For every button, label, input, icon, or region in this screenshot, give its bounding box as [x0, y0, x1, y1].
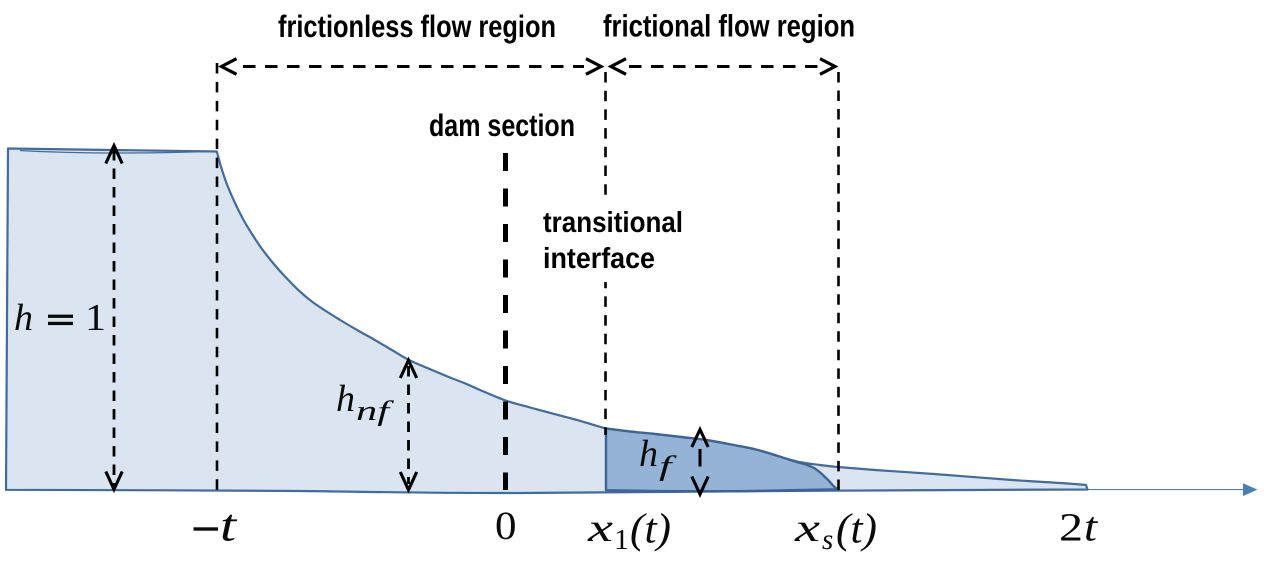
svg-text:x: x — [587, 505, 614, 550]
svg-text:frictional flow region: frictional flow region — [603, 9, 855, 44]
svg-text:transitional: transitional — [543, 207, 683, 239]
svg-text:t: t — [1084, 505, 1098, 551]
svg-text:h: h — [336, 378, 355, 420]
svg-text:h: h — [639, 433, 658, 475]
svg-text:1: 1 — [614, 524, 629, 556]
svg-text:0: 0 — [495, 503, 517, 548]
svg-text:(t): (t) — [836, 506, 877, 553]
svg-text:2: 2 — [1059, 505, 1083, 550]
svg-text:1: 1 — [85, 297, 106, 339]
svg-text:interface: interface — [543, 243, 655, 275]
svg-text:dam section: dam section — [429, 108, 575, 143]
svg-text:h: h — [14, 297, 33, 339]
svg-text:nf: nf — [356, 396, 394, 427]
svg-text:frictionless flow region: frictionless flow region — [278, 9, 556, 44]
svg-text:(t): (t) — [630, 506, 671, 553]
svg-text:t: t — [220, 500, 238, 551]
svg-text:x: x — [794, 505, 821, 550]
svg-text:s: s — [822, 524, 833, 556]
